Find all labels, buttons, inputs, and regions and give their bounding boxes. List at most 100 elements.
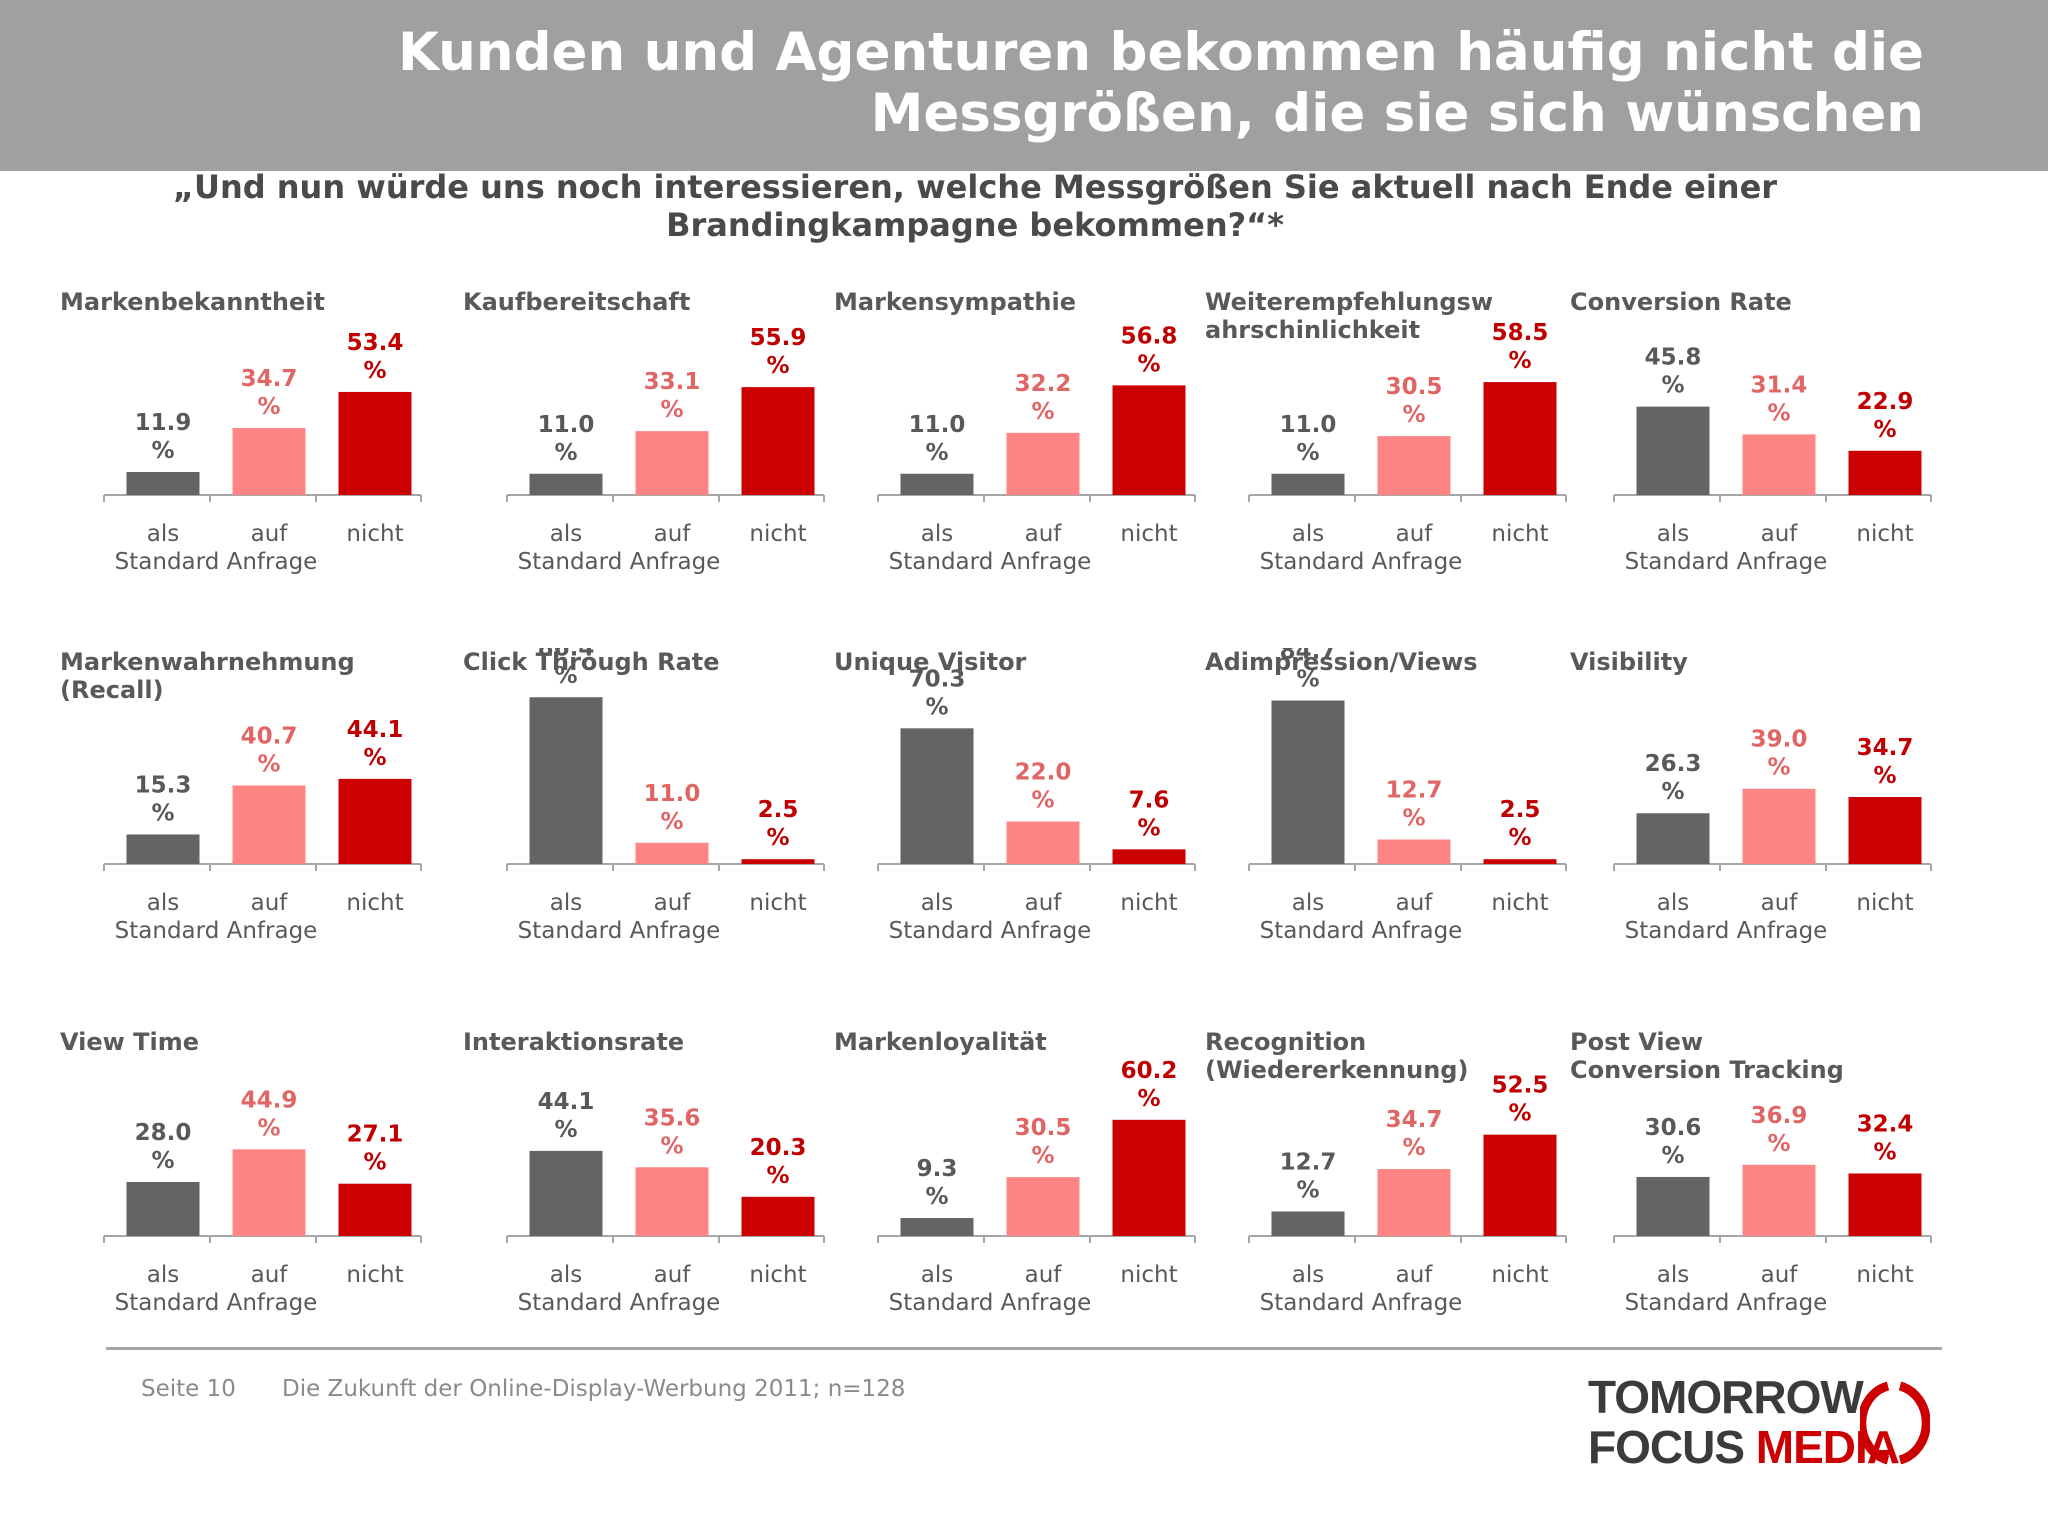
bar (338, 1183, 412, 1236)
bar-chart: 15.3% als 40.7% auf 44.1% nicht Standard Anfra… (103, 717, 422, 944)
category-label: nicht (1856, 1262, 1913, 1288)
category-label-line2: Standard Anfrage (889, 918, 1092, 944)
data-label: 11.0 (644, 781, 701, 807)
data-label-unit: % (660, 809, 683, 835)
chart-title: Markenbekanntheit (60, 288, 325, 316)
category-label: nicht (749, 521, 806, 547)
bar (741, 1196, 815, 1236)
bar (1848, 1173, 1922, 1236)
data-label: 20.3 (750, 1135, 807, 1161)
category-label: auf (1396, 890, 1434, 916)
category-label-line2: Standard Anfrage (889, 549, 1092, 575)
category-label: als (1292, 1262, 1324, 1288)
bar-chart: 11.0% als 33.1% auf 55.9% nicht Standard Anfra… (506, 325, 825, 575)
chart-panel: 11.0% als 32.2% auf 56.8% nicht Standard Anfra… (834, 288, 1214, 585)
chart-panel: 15.3% als 40.7% auf 44.1% nicht Standard Anfra… (60, 648, 440, 954)
category-label: auf (251, 521, 289, 547)
data-label-unit: % (1873, 763, 1896, 789)
chart-panel: 70.3% als 22.0% auf 7.6% nicht Standard Anfrag… (834, 648, 1214, 954)
category-label: auf (1761, 521, 1799, 547)
bar (1636, 813, 1710, 864)
chart-panel: 11.0% als 33.1% auf 55.9% nicht Standard Anfra… (463, 288, 843, 585)
data-label-unit: % (1031, 788, 1054, 814)
chart-panel: 11.9% als 34.7% auf 53.4% nicht Standard Anfra… (60, 288, 440, 585)
chart-panel: 45.8% als 31.4% auf 22.9% nicht Standard Anfra… (1570, 288, 1950, 585)
bar-chart: 26.3% als 39.0% auf 34.7% nicht Standard Anfra… (1613, 727, 1932, 944)
bar-chart: 11.0% als 30.5% auf 58.5% nicht Standard Anfra… (1248, 320, 1567, 575)
data-label-unit: % (363, 1150, 386, 1176)
category-label: als (1292, 890, 1324, 916)
category-label: nicht (1120, 521, 1177, 547)
bar (900, 473, 974, 495)
category-label-line2: Standard Anfrage (518, 918, 721, 944)
data-label: 11.0 (538, 412, 595, 438)
category-label: nicht (1491, 521, 1548, 547)
chart-panel: 30.6% als 36.9% auf 32.4% nicht Standard Anfra… (1570, 1028, 1950, 1326)
bar (1848, 797, 1922, 864)
bar-chart: 84.7% als 12.7% auf 2.5% nicht Standard Anfrag… (1248, 648, 1567, 944)
category-label: nicht (1856, 890, 1913, 916)
category-label: nicht (346, 890, 403, 916)
data-label: 22.0 (1015, 760, 1072, 786)
category-label: auf (1025, 890, 1063, 916)
chart-panel: 26.3% als 39.0% auf 34.7% nicht Standard Anfra… (1570, 648, 1950, 954)
data-label: 11.9 (135, 410, 192, 436)
category-label: als (921, 521, 953, 547)
data-label: 44.1 (538, 1089, 595, 1115)
data-label: 86.4 (538, 648, 595, 661)
data-label: 30.5 (1015, 1115, 1072, 1141)
data-label: 56.8 (1121, 323, 1178, 349)
category-label: auf (1761, 1262, 1799, 1288)
bar (1006, 1177, 1080, 1236)
data-label: 2.5 (1500, 797, 1541, 823)
data-label: 84.7 (1280, 648, 1337, 665)
data-label: 40.7 (241, 723, 298, 749)
data-label: 44.1 (347, 717, 404, 743)
bar (1271, 473, 1345, 495)
category-label: auf (251, 1262, 289, 1288)
bar-chart: 28.0% als 44.9% auf 27.1% nicht Standard Anfra… (103, 1087, 422, 1316)
data-label: 30.5 (1386, 374, 1443, 400)
data-label: 12.7 (1280, 1149, 1337, 1175)
data-label-unit: % (257, 751, 280, 777)
chart-title: Unique Visitor (834, 648, 1027, 676)
chart-title: Recognition (Wiedererkennung) (1205, 1028, 1469, 1084)
bar-chart: 70.3% als 22.0% auf 7.6% nicht Standard Anfrag… (877, 666, 1196, 944)
data-label-unit: % (766, 1163, 789, 1189)
bar (1483, 859, 1557, 864)
data-label-unit: % (1137, 351, 1160, 377)
data-label-unit: % (766, 825, 789, 851)
category-label: als (550, 1262, 582, 1288)
bar-chart: 30.6% als 36.9% auf 32.4% nicht Standard Anfra… (1613, 1103, 1932, 1316)
data-label: 11.0 (1280, 412, 1337, 438)
category-label: als (147, 521, 179, 547)
bar (232, 785, 306, 864)
chart-title: Kaufbereitschaft (463, 288, 691, 316)
bar (1742, 1164, 1816, 1236)
source-note: Die Zukunft der Online-Display-Werbung 2… (282, 1376, 906, 1402)
data-label: 35.6 (644, 1105, 701, 1131)
data-label-unit: % (1661, 779, 1684, 805)
data-label: 31.4 (1751, 372, 1808, 398)
category-label: auf (654, 890, 692, 916)
data-label-unit: % (151, 800, 174, 826)
chart-title: Interaktionsrate (463, 1028, 685, 1056)
bar (1006, 432, 1080, 495)
data-label-unit: % (1031, 399, 1054, 425)
page-title-line1: Kunden und Agenturen bekommen häufig nic… (398, 22, 1924, 83)
data-label-unit: % (660, 397, 683, 423)
data-label: 9.3 (917, 1156, 958, 1182)
data-label: 11.0 (909, 412, 966, 438)
footer-divider (106, 1347, 1942, 1350)
data-label: 12.7 (1386, 777, 1443, 803)
data-label: 39.0 (1751, 727, 1808, 753)
category-label-line2: Standard Anfrage (518, 549, 721, 575)
category-label: als (550, 890, 582, 916)
bar (1483, 382, 1557, 495)
chart-panel: 28.0% als 44.9% auf 27.1% nicht Standard Anfra… (60, 1028, 440, 1326)
bar (1483, 1134, 1557, 1236)
chart-panel: 84.7% als 12.7% auf 2.5% nicht Standard Anfrag… (1205, 648, 1585, 954)
header-banner: Kunden und Agenturen bekommen häufig nic… (0, 0, 2048, 171)
bar (1112, 385, 1186, 495)
data-label: 2.5 (758, 797, 799, 823)
